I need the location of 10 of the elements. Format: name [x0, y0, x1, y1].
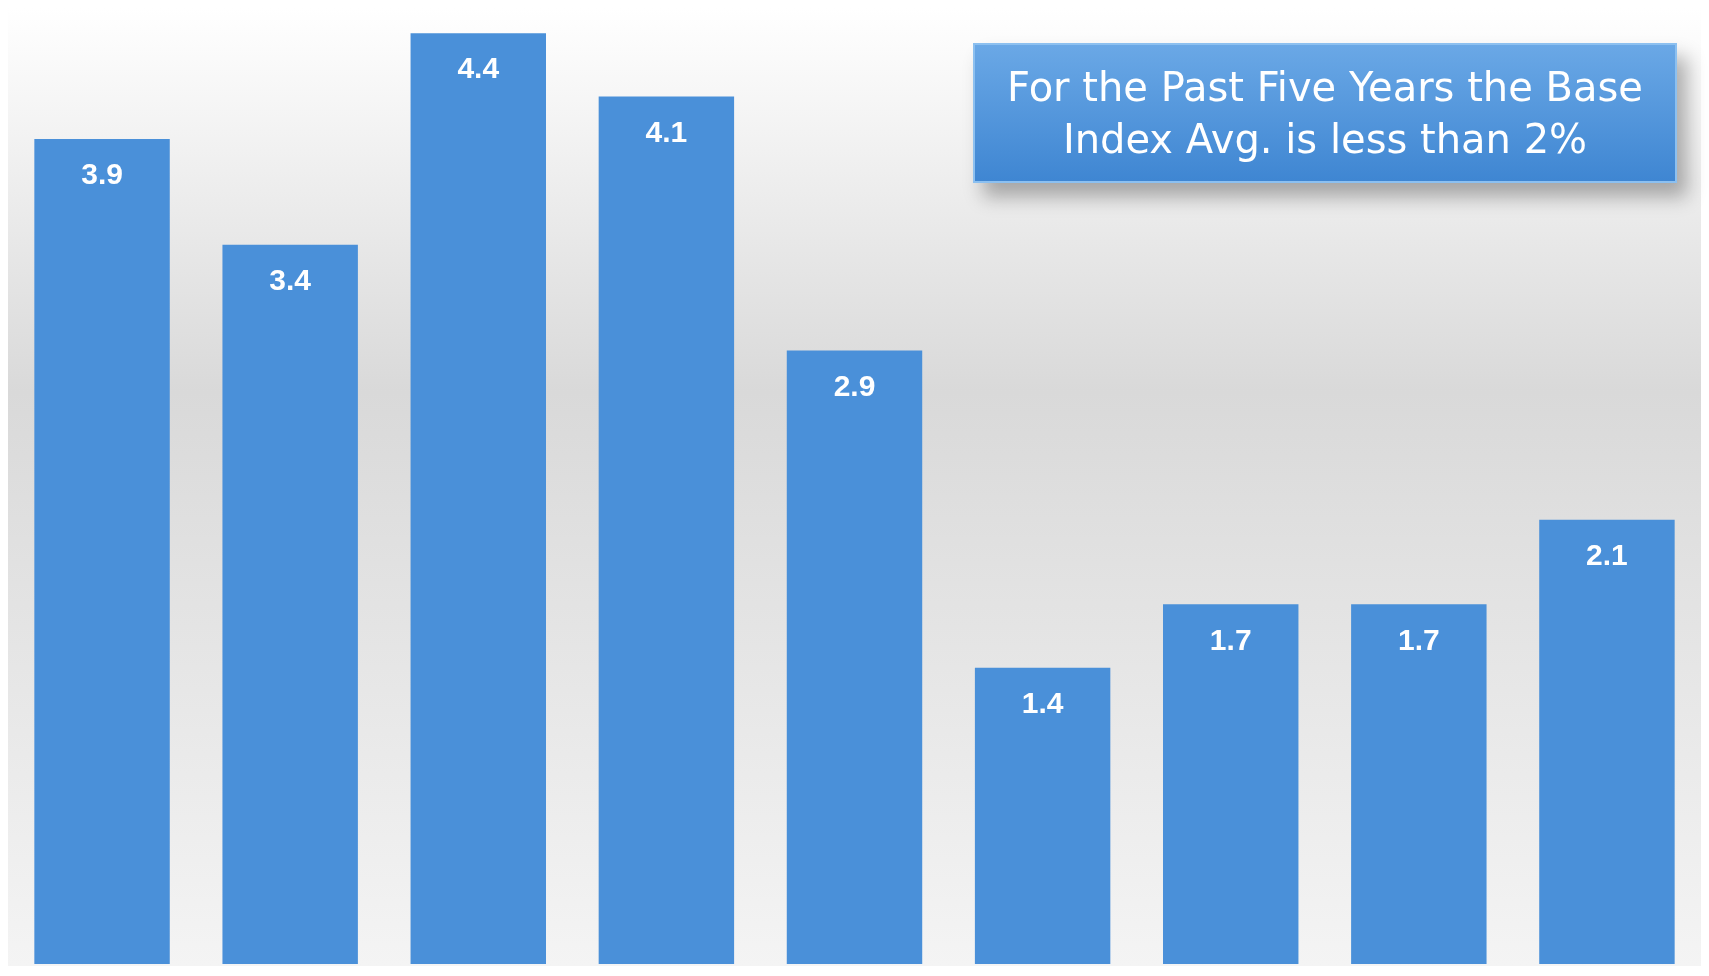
annotation: For the Past Five Years the Base Index Avg. is less than 2% [973, 43, 1677, 183]
data-label: 3.9 [81, 157, 123, 191]
data-label: 3.4 [269, 262, 312, 296]
data-label: 1.7 [1397, 622, 1440, 656]
data-label: 1.4 [1021, 686, 1064, 720]
data-label: 4.4 [457, 51, 500, 85]
data-label: 4.1 [645, 114, 688, 148]
data-label: 1.7 [1209, 622, 1252, 656]
data-label: 2.9 [833, 368, 876, 402]
data-label: 2.1 [1586, 538, 1628, 571]
